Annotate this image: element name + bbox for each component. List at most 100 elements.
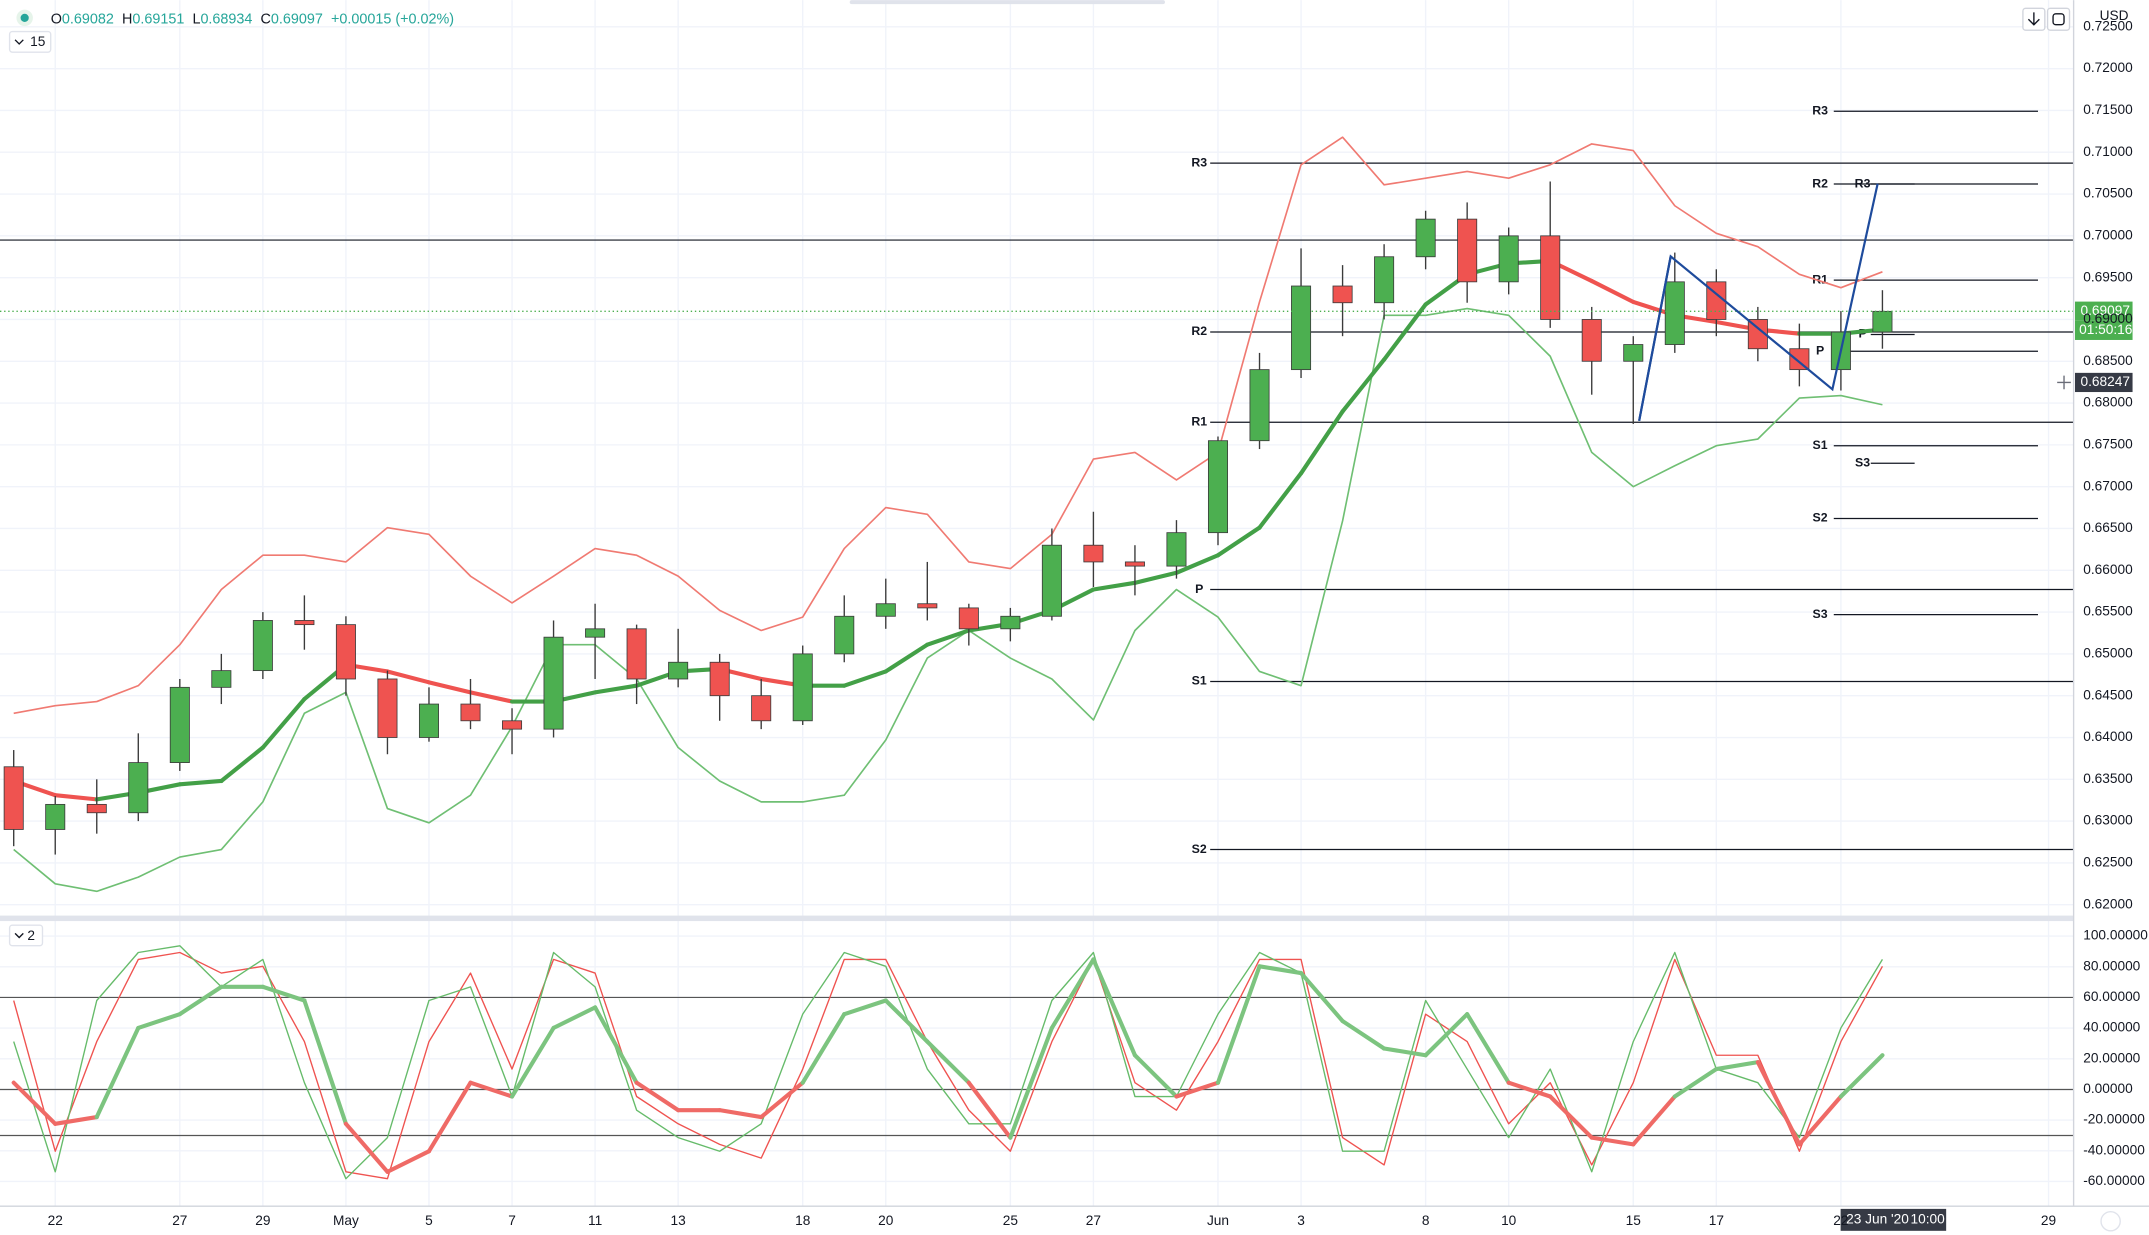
pivot-label: P bbox=[1858, 327, 1866, 341]
moving-average bbox=[593, 683, 639, 695]
oscillator-main bbox=[551, 1005, 598, 1031]
oscillator-main bbox=[1714, 1060, 1760, 1072]
candle-body bbox=[128, 762, 149, 814]
candle-body bbox=[543, 636, 564, 730]
label: L bbox=[192, 11, 200, 27]
x-tick-label: 22 bbox=[1833, 1213, 1848, 1228]
moving-average bbox=[177, 778, 224, 787]
icon bbox=[2052, 13, 2065, 26]
candle-body bbox=[1747, 319, 1768, 350]
oscillator-main bbox=[925, 1039, 971, 1085]
oscillator-main bbox=[1465, 1012, 1511, 1085]
icon bbox=[2027, 12, 2040, 26]
label: C bbox=[261, 11, 271, 27]
x-tick-label: 15 bbox=[1626, 1213, 1642, 1228]
pivot-label: S1 bbox=[1813, 438, 1828, 452]
x-tick-label: 11 bbox=[588, 1213, 602, 1228]
oscillator-line bbox=[13, 951, 1884, 1180]
oscillator-main bbox=[1672, 1066, 1719, 1099]
pivot-label: P bbox=[1816, 343, 1824, 357]
band-line bbox=[13, 307, 1883, 893]
candle-body bbox=[1872, 310, 1893, 333]
moving-average bbox=[1091, 580, 1137, 592]
moving-average bbox=[883, 642, 930, 674]
x-tick-label: May bbox=[333, 1213, 359, 1228]
candle-body bbox=[792, 653, 813, 722]
candle-body bbox=[1041, 544, 1062, 617]
y-tick-label: 0.71500 bbox=[2083, 102, 2133, 117]
auto-scale-button[interactable] bbox=[2100, 1210, 2121, 1232]
moving-average bbox=[1257, 471, 1304, 530]
crosshair-plus[interactable] bbox=[2057, 375, 2071, 390]
oscillator-main bbox=[426, 1080, 473, 1154]
moving-average bbox=[925, 628, 971, 647]
x-tick-label: 18 bbox=[795, 1213, 811, 1228]
oscillator-main bbox=[1298, 971, 1345, 1024]
crosshair-date-box bbox=[1840, 1208, 1947, 1231]
moving-average bbox=[1589, 278, 1636, 304]
candle-body bbox=[1374, 256, 1395, 304]
oscillator-main bbox=[966, 1080, 1013, 1140]
oscillator-main bbox=[385, 1149, 432, 1174]
oscillator-main bbox=[634, 1080, 681, 1113]
oscillator-main bbox=[842, 998, 888, 1017]
oscillator-main bbox=[53, 1114, 99, 1126]
candle-body bbox=[1789, 348, 1810, 371]
y-tick-label: 0.68500 bbox=[2083, 353, 2133, 368]
symbol-dot bbox=[20, 13, 29, 23]
trend-drawing[interactable] bbox=[1638, 256, 1672, 422]
candle-body bbox=[169, 686, 190, 763]
moving-average bbox=[426, 680, 473, 695]
x-tick-label: 3 bbox=[1297, 1213, 1305, 1228]
pane-button[interactable] bbox=[8, 924, 44, 947]
candle-body bbox=[958, 607, 979, 630]
y-tick-label: 0.66000 bbox=[2083, 562, 2133, 577]
oscillator-main bbox=[1049, 957, 1096, 1031]
oscillator-main bbox=[1008, 1025, 1054, 1140]
y-tick-label: 0.69500 bbox=[2083, 269, 2133, 284]
refresh-button[interactable] bbox=[2046, 7, 2071, 31]
oscillator-main bbox=[509, 1025, 556, 1099]
y-tick-label: -40.00000 bbox=[2083, 1142, 2145, 1157]
candle-body bbox=[86, 803, 107, 814]
pivot-label: S3 bbox=[1813, 607, 1828, 621]
y-tick-label: 0.64000 bbox=[2083, 729, 2133, 744]
candle-body bbox=[626, 628, 647, 680]
oscillator-main bbox=[1091, 957, 1137, 1058]
candle-body bbox=[875, 603, 896, 617]
x-tick-label: Jun bbox=[1207, 1213, 1229, 1228]
oscillator-main bbox=[800, 1012, 847, 1085]
moving-average bbox=[1215, 525, 1262, 558]
candle-body bbox=[502, 720, 523, 730]
candle-body bbox=[668, 661, 689, 680]
interval-button[interactable] bbox=[8, 30, 52, 53]
pivot-label: R3 bbox=[1855, 176, 1871, 190]
candle-body bbox=[294, 620, 315, 626]
y-tick-label: -60.00000 bbox=[2083, 1173, 2145, 1188]
crosshair-time: 10:00 bbox=[1911, 1211, 1946, 1226]
oscillator-line bbox=[13, 945, 1884, 1180]
candle-body bbox=[1623, 344, 1644, 362]
value: 0.69097 bbox=[271, 11, 323, 27]
oscillator-main bbox=[759, 1080, 805, 1120]
ohlc-legend: O0.69082 H0.69151 L0.68934 C0.69097 +0.0… bbox=[51, 11, 454, 27]
x-tick-label: 29 bbox=[255, 1213, 270, 1228]
y-tick-label: 0.64500 bbox=[2083, 687, 2133, 702]
candle-body bbox=[1457, 218, 1478, 283]
countdown-box bbox=[2074, 320, 2133, 340]
candle-body bbox=[418, 703, 439, 738]
y-tick-label: 0.70500 bbox=[2083, 186, 2133, 201]
moving-average bbox=[385, 669, 432, 685]
candle-body bbox=[585, 628, 606, 638]
x-tick-label: 10 bbox=[1501, 1213, 1517, 1228]
crosshair-price-box bbox=[2074, 372, 2133, 393]
candle-body bbox=[211, 670, 232, 688]
last-price-box bbox=[2074, 301, 2133, 321]
y-tick-label: 0.69000 bbox=[2083, 311, 2133, 326]
x-tick-label: 20 bbox=[878, 1213, 894, 1228]
crosshair-date: 23 Jun '20 bbox=[1846, 1211, 1909, 1226]
candle-body bbox=[1207, 440, 1229, 534]
candle-body bbox=[1291, 285, 1312, 371]
